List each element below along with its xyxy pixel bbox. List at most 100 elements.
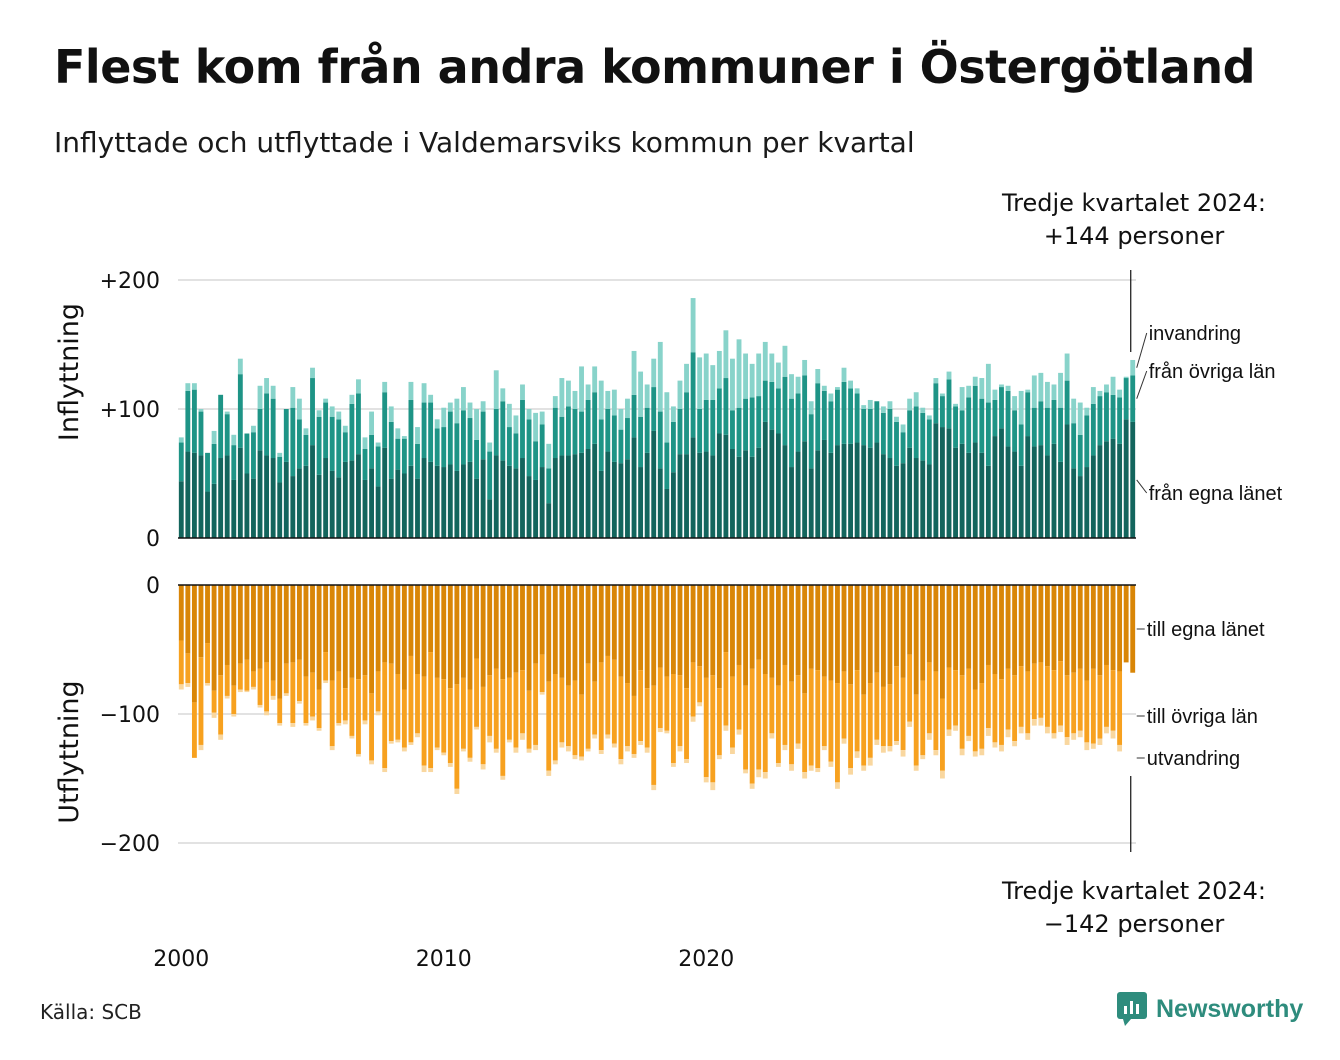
in-bar-segment <box>493 409 499 456</box>
out-bar-segment <box>1097 585 1103 676</box>
in-bar-segment <box>1097 390 1103 397</box>
out-bar-segment <box>296 701 302 704</box>
out-bar-segment <box>1044 585 1050 667</box>
out-bar-segment <box>972 689 978 752</box>
in-bar-segment <box>533 412 539 442</box>
in-bar-segment <box>1018 424 1024 466</box>
out-bar-segment <box>506 739 512 743</box>
out-bar-segment <box>191 702 197 758</box>
out-bar-segment <box>257 704 263 708</box>
in-bar-segment <box>749 397 755 457</box>
in-bar-segment <box>224 455 230 538</box>
in-bar-segment <box>1005 385 1011 391</box>
in-bar-segment <box>775 433 781 538</box>
out-bar-segment <box>684 585 689 689</box>
out-bar-segment <box>723 652 729 726</box>
in-bar-segment <box>1051 399 1057 444</box>
in-bar-segment <box>323 402 329 459</box>
in-bar-segment <box>395 428 401 439</box>
in-bar-segment <box>684 363 689 393</box>
in-bar-segment <box>520 458 525 538</box>
in-bar-segment <box>559 455 565 538</box>
out-bar-segment <box>638 741 644 745</box>
in-bar-segment <box>802 359 808 376</box>
out-bar-segment <box>185 585 191 654</box>
out-bar-segment <box>1090 668 1096 744</box>
out-bar-segment <box>861 694 867 766</box>
out-bar-segment <box>520 670 525 734</box>
in-bar-segment <box>198 411 204 456</box>
out-bar-segment <box>506 677 512 740</box>
out-bar-segment <box>644 688 650 748</box>
out-bar-segment <box>913 694 919 766</box>
in-bar-segment <box>526 476 532 538</box>
out-bar-segment <box>1012 675 1018 742</box>
out-bar-segment <box>415 585 420 675</box>
out-bar-segment <box>1018 585 1024 667</box>
out-bar-segment <box>290 723 296 727</box>
out-bar-segment <box>782 585 788 665</box>
out-bar-segment <box>231 714 237 717</box>
in-bar-segment <box>1104 441 1109 538</box>
out-bar-segment <box>565 685 571 747</box>
out-bar-segment <box>1018 726 1024 734</box>
in-bar-segment <box>434 428 440 466</box>
in-bar-segment <box>191 383 197 390</box>
out-bar-segment <box>283 663 289 694</box>
out-bar-segment <box>474 658 479 727</box>
out-bar-segment <box>1031 719 1037 726</box>
in-bar-segment <box>467 461 473 538</box>
out-bar-segment <box>513 585 519 673</box>
out-bar-segment <box>395 585 401 675</box>
out-bar-segment <box>815 585 821 671</box>
in-bar-segment <box>638 467 644 538</box>
in-bar-segment <box>178 437 184 443</box>
out-bar-segment <box>572 680 578 756</box>
out-bar-segment <box>861 585 867 695</box>
out-bar-segment <box>1071 585 1077 673</box>
out-bar-segment <box>421 765 427 773</box>
in-bar-segment <box>900 424 906 433</box>
in-bar-segment <box>953 403 958 407</box>
in-bar-segment <box>611 415 617 462</box>
in-bar-segment <box>966 452 972 538</box>
in-latest-label: +144 personer <box>1044 222 1225 250</box>
in-bar-segment <box>264 378 270 394</box>
in-bar-segment <box>421 402 427 459</box>
out-bar-segment <box>513 672 519 748</box>
out-bar-segment <box>657 585 663 668</box>
out-bar-segment <box>1051 585 1057 671</box>
out-bar-segment <box>211 690 217 713</box>
in-bar-segment <box>369 411 374 435</box>
out-bar-segment <box>231 685 237 714</box>
in-bar-segment <box>310 367 315 379</box>
out-bar-segment <box>1031 663 1037 720</box>
out-bar-segment <box>323 680 329 684</box>
out-bar-segment <box>237 689 243 693</box>
out-bar-segment <box>979 748 985 756</box>
out-bar-segment <box>375 671 381 712</box>
out-bar-segment <box>769 733 775 739</box>
in-bar-segment <box>926 464 932 538</box>
out-bar-segment <box>1071 672 1077 734</box>
out-bar-segment <box>323 652 329 681</box>
out-bar-segment <box>526 748 532 753</box>
in-bar-segment <box>487 442 493 452</box>
out-bar-segment <box>894 741 899 745</box>
out-bar-segment <box>657 728 663 733</box>
in-bar-segment <box>1025 389 1031 393</box>
out-bar-segment <box>789 585 794 682</box>
in-bar-segment <box>808 468 814 538</box>
out-bar-segment <box>808 765 814 771</box>
out-bar-segment <box>428 768 434 773</box>
out-bar-segment <box>762 772 768 779</box>
out-bar-segment <box>1077 668 1083 731</box>
out-bar-segment <box>592 585 598 682</box>
out-bar-segment <box>664 676 670 731</box>
out-bar-segment <box>533 585 539 664</box>
in-bar-segment <box>887 401 893 409</box>
in-bar-segment <box>1117 397 1123 444</box>
out-bar-segment <box>290 585 296 663</box>
in-bar-segment <box>1077 476 1083 538</box>
out-bar-segment <box>867 585 873 684</box>
